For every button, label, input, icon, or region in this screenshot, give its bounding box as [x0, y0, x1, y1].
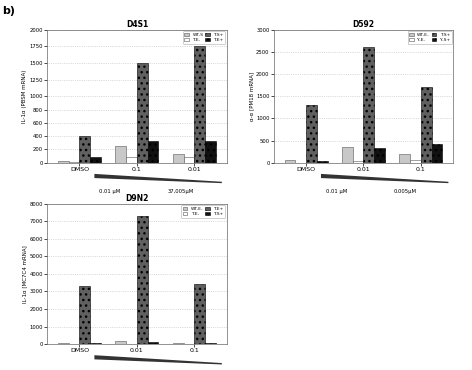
Text: b): b) [2, 6, 16, 16]
Bar [184, 158, 194, 163]
Bar [90, 158, 101, 163]
Text: 0.01 μM: 0.01 μM [326, 189, 347, 194]
Y-axis label: α-α [PM18 mRNA]: α-α [PM18 mRNA] [249, 72, 254, 121]
Y-axis label: IL-1α [MC7C4 mRNA]: IL-1α [MC7C4 mRNA] [23, 245, 27, 303]
Text: 0.005μM: 0.005μM [394, 189, 417, 194]
Text: 0.01 μM: 0.01 μM [99, 189, 120, 194]
Bar [194, 46, 205, 163]
Bar [137, 63, 148, 163]
Bar [58, 161, 69, 163]
Title: D9N2: D9N2 [125, 194, 149, 203]
Bar [90, 343, 101, 344]
Bar [79, 136, 90, 163]
Bar [205, 141, 216, 163]
Bar [431, 144, 442, 163]
Bar [306, 105, 317, 163]
Bar [342, 147, 353, 163]
Bar [399, 154, 410, 163]
Bar [148, 141, 159, 163]
Bar [79, 286, 90, 344]
Bar [285, 160, 295, 163]
Bar [126, 158, 137, 163]
Bar [115, 146, 126, 163]
Bar [410, 160, 421, 163]
Bar [194, 284, 205, 344]
Bar [58, 343, 69, 344]
Bar [137, 216, 148, 344]
Bar [374, 148, 385, 163]
Legend: WT-E-, T-E-, T-E+, T-S+: WT-E-, T-E-, T-E+, T-S+ [181, 205, 225, 218]
Bar [353, 161, 363, 163]
Bar [173, 343, 184, 344]
Text: 37,005μM: 37,005μM [168, 189, 194, 194]
Title: D4S1: D4S1 [126, 20, 148, 29]
Bar [421, 87, 431, 163]
Bar [205, 343, 216, 344]
Legend: WT-S, T-E-, T-S+, T-E+: WT-S, T-E-, T-S+, T-E+ [183, 31, 225, 44]
Bar [363, 47, 374, 163]
Bar [115, 342, 126, 344]
Bar [148, 342, 159, 344]
Bar [317, 161, 328, 163]
Y-axis label: IL-1α (PBSM mRNA): IL-1α (PBSM mRNA) [23, 70, 27, 123]
Title: D592: D592 [353, 20, 374, 29]
Legend: WT-E-, Y-E-, T-S+, Y-S+: WT-E-, Y-E-, T-S+, Y-S+ [408, 31, 452, 44]
Bar [173, 154, 184, 163]
